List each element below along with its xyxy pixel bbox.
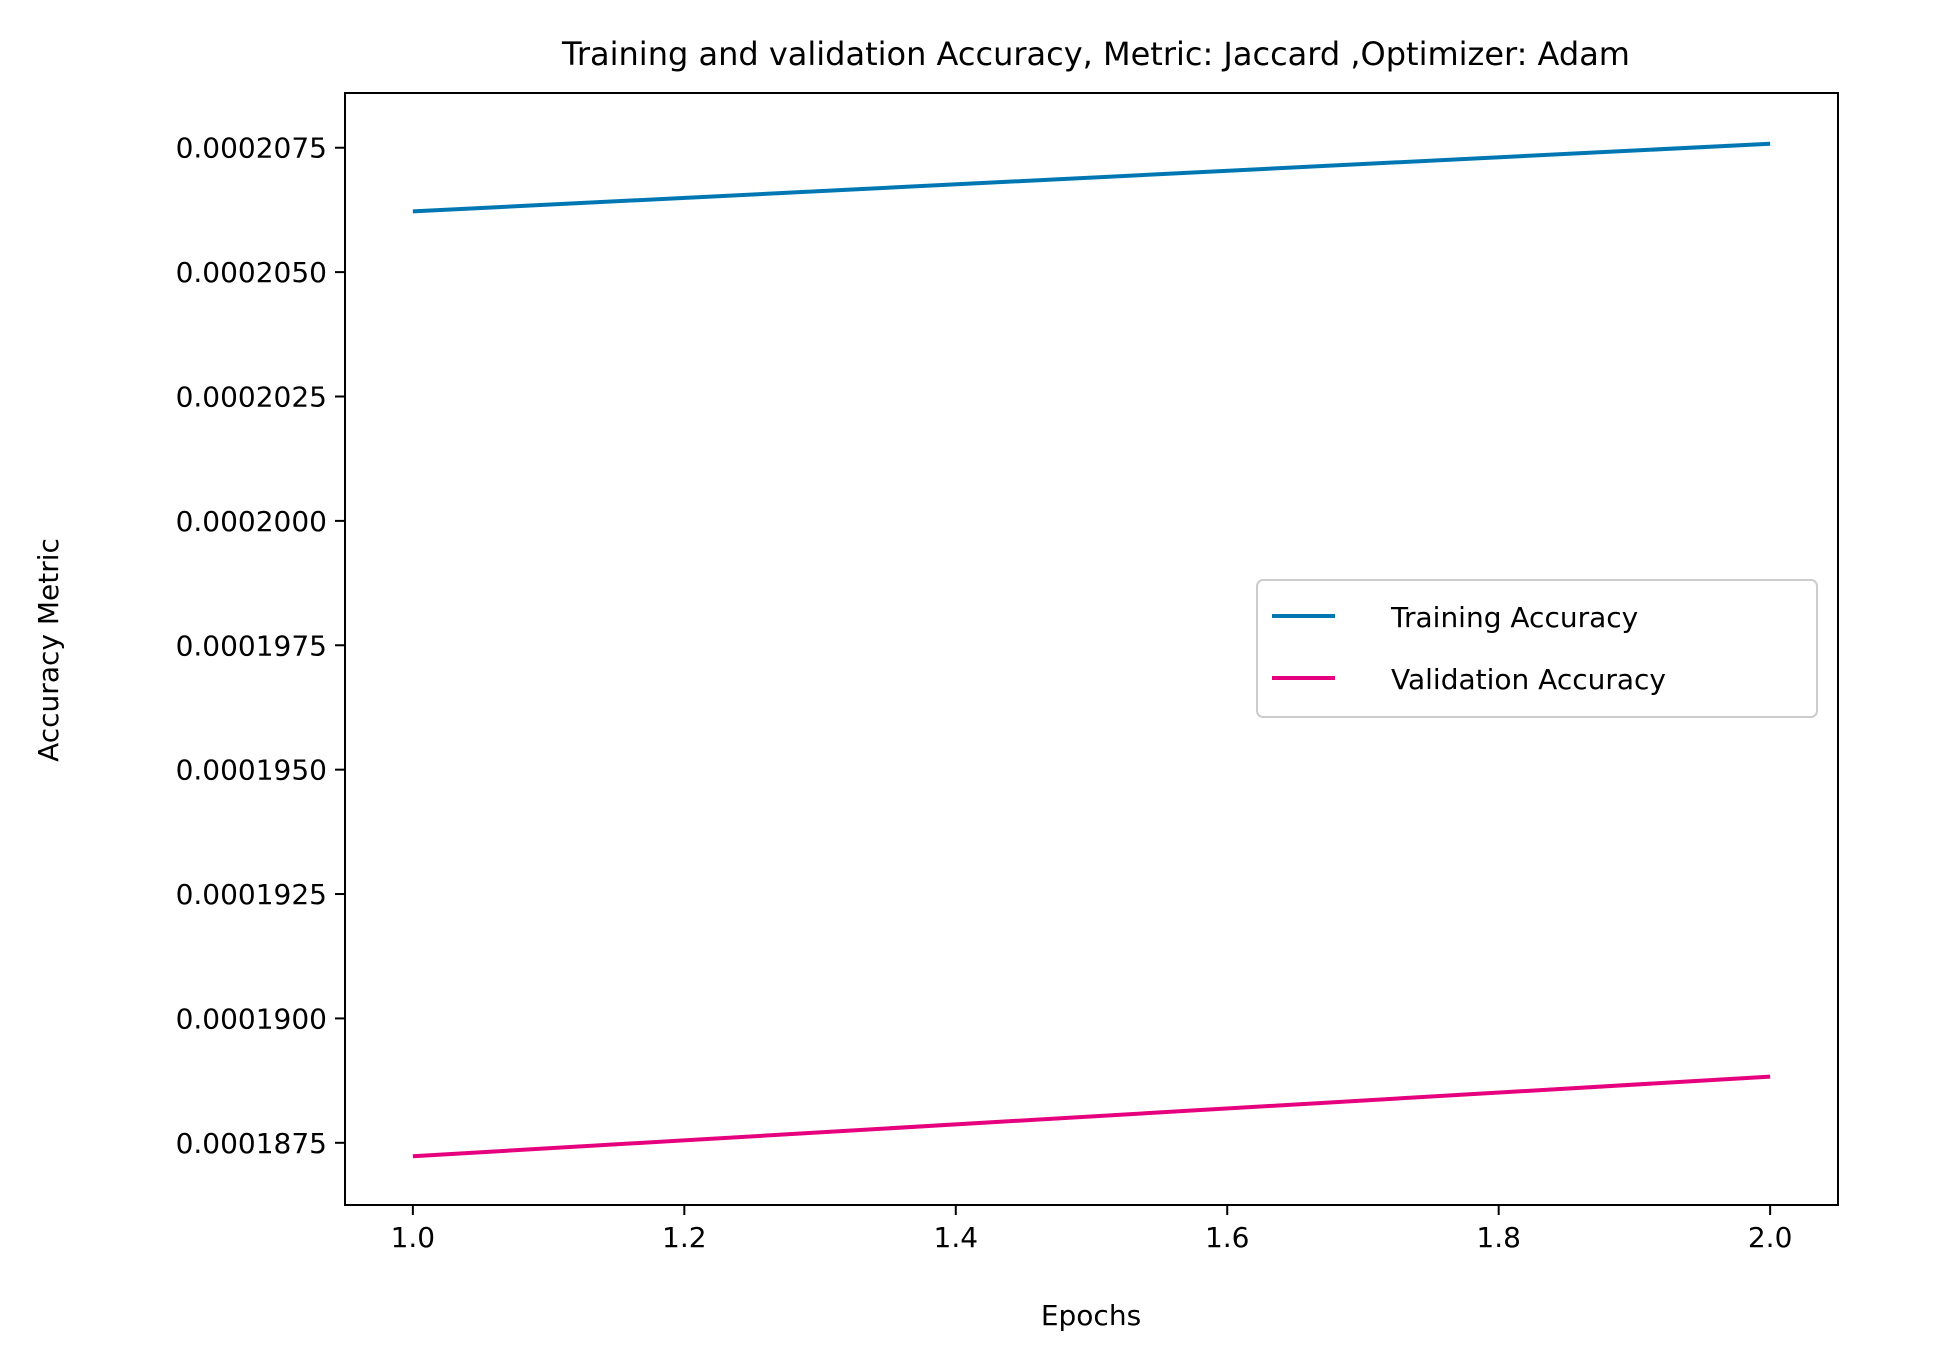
x-axis-ticks: 1.0 1.2 1.4 1.6 1.8 2.0 [391, 1205, 1793, 1254]
plot-area [344, 92, 1839, 1206]
y-tick-label: 0.0001875 [176, 1127, 327, 1160]
y-tick-label: 0.0001900 [176, 1002, 327, 1035]
y-tick-label: 0.0001950 [176, 754, 327, 787]
series-line-training [412, 141, 1771, 214]
series-group [412, 141, 1771, 1159]
x-tick-label: 1.0 [391, 1221, 436, 1254]
series-line-validation [412, 1074, 1771, 1159]
chart-title: Training and validation Accuracy, Metric… [561, 35, 1630, 73]
y-tick-label: 0.0002075 [176, 132, 327, 165]
y-axis-label: Accuracy Metric [32, 538, 65, 762]
x-tick-label: 1.8 [1476, 1221, 1521, 1254]
x-axis-label: Epochs [1041, 1299, 1141, 1332]
y-tick-label: 0.0002025 [176, 380, 327, 413]
y-axis-ticks: 0.0001875 0.0001900 0.0001925 0.0001950 0.00… [176, 132, 345, 1160]
legend: Training Accuracy Validation Accuracy [1256, 579, 1818, 718]
x-tick-label: 1.4 [934, 1221, 979, 1254]
legend-label-validation: Validation Accuracy [1391, 663, 1666, 696]
x-tick-label: 1.2 [662, 1221, 707, 1254]
legend-box [1256, 579, 1818, 718]
y-tick-label: 0.0002000 [176, 505, 327, 538]
y-tick-label: 0.0001975 [176, 629, 327, 662]
y-tick-label: 0.0001925 [176, 878, 327, 911]
x-tick-label: 2.0 [1748, 1221, 1793, 1254]
axes-frame [344, 92, 1839, 1206]
legend-label-training: Training Accuracy [1390, 601, 1638, 634]
y-tick-label: 0.0002050 [176, 256, 327, 289]
x-tick-label: 1.6 [1205, 1221, 1250, 1254]
